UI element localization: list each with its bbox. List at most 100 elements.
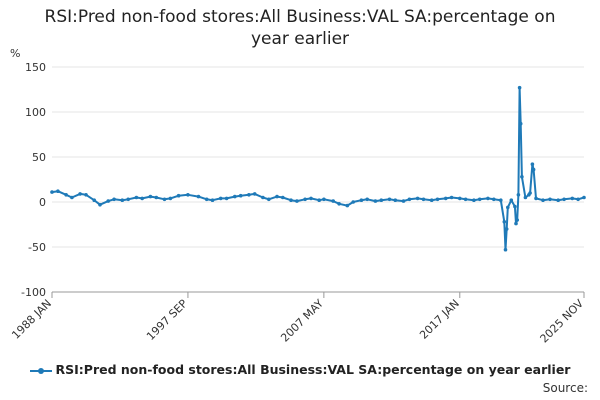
data-point[interactable] xyxy=(477,197,482,202)
data-point[interactable] xyxy=(247,193,251,197)
x-tick-label: 1988 JAN xyxy=(9,297,54,342)
data-point[interactable] xyxy=(168,196,173,201)
data-point[interactable] xyxy=(210,198,215,202)
data-point[interactable] xyxy=(534,196,538,201)
data-point[interactable] xyxy=(176,193,181,198)
data-point[interactable] xyxy=(513,204,517,209)
data-point[interactable] xyxy=(463,197,468,202)
y-tick-label: -50 xyxy=(28,241,46,254)
data-point[interactable] xyxy=(518,121,523,126)
data-point[interactable] xyxy=(556,198,560,202)
data-point[interactable] xyxy=(393,198,398,202)
data-point[interactable] xyxy=(345,203,350,208)
data-point[interactable] xyxy=(112,197,116,202)
data-point[interactable] xyxy=(449,195,454,200)
data-point[interactable] xyxy=(261,195,265,200)
data-point[interactable] xyxy=(486,196,490,201)
data-point[interactable] xyxy=(106,199,110,203)
data-point[interactable] xyxy=(509,198,514,202)
data-point[interactable] xyxy=(415,196,420,201)
data-point[interactable] xyxy=(373,199,378,203)
data-point[interactable] xyxy=(98,202,102,207)
data-point[interactable] xyxy=(134,195,139,200)
data-point[interactable] xyxy=(196,194,201,199)
data-point[interactable] xyxy=(275,194,279,199)
x-tick-label: 2025 NOV xyxy=(538,297,587,346)
data-point[interactable] xyxy=(120,198,125,202)
data-point[interactable] xyxy=(421,197,426,202)
data-point[interactable] xyxy=(252,192,257,196)
data-point[interactable] xyxy=(359,198,364,202)
data-point[interactable] xyxy=(186,193,190,197)
data-point[interactable] xyxy=(499,198,503,202)
data-point[interactable] xyxy=(514,221,518,226)
data-point[interactable] xyxy=(541,198,545,202)
source-label: Source: xyxy=(542,381,588,395)
data-point[interactable] xyxy=(458,196,462,201)
data-point[interactable] xyxy=(523,195,528,200)
data-point[interactable] xyxy=(515,218,519,222)
data-point[interactable] xyxy=(435,197,440,202)
data-point[interactable] xyxy=(407,197,412,202)
data-point[interactable] xyxy=(570,196,575,201)
y-tick-label: 0 xyxy=(39,196,46,209)
data-point[interactable] xyxy=(506,205,510,210)
data-point[interactable] xyxy=(64,193,68,197)
data-point[interactable] xyxy=(337,202,341,206)
data-point[interactable] xyxy=(331,199,336,203)
data-point[interactable] xyxy=(303,197,307,202)
data-point[interactable] xyxy=(317,198,322,202)
data-point[interactable] xyxy=(531,167,536,172)
data-point[interactable] xyxy=(530,162,535,166)
data-point[interactable] xyxy=(387,197,392,202)
data-point[interactable] xyxy=(322,197,326,202)
data-point[interactable] xyxy=(126,197,130,202)
data-point[interactable] xyxy=(224,196,229,201)
data-point[interactable] xyxy=(401,199,406,203)
data-point[interactable] xyxy=(218,196,223,201)
gridlines xyxy=(52,66,584,293)
data-point[interactable] xyxy=(84,193,88,197)
chart-title-line-2: year earlier xyxy=(250,29,350,49)
data-point[interactable] xyxy=(295,199,299,203)
data-point[interactable] xyxy=(528,191,532,195)
data-point[interactable] xyxy=(233,194,237,199)
data-point[interactable] xyxy=(379,198,384,202)
data-point[interactable] xyxy=(351,200,356,204)
data-point[interactable] xyxy=(517,85,522,90)
data-point[interactable] xyxy=(289,198,293,202)
data-point[interactable] xyxy=(238,193,243,198)
data-point[interactable] xyxy=(148,194,153,199)
data-point[interactable] xyxy=(92,198,96,202)
data-point[interactable] xyxy=(162,197,167,202)
data-point[interactable] xyxy=(472,198,476,202)
data-point[interactable] xyxy=(504,227,509,231)
data-point[interactable] xyxy=(50,190,54,194)
chart-title-line-1: RSI:Pred non-food stores:All Business:VA… xyxy=(44,7,556,27)
data-point[interactable] xyxy=(154,195,159,200)
data-point[interactable] xyxy=(267,197,271,202)
data-point[interactable] xyxy=(548,197,552,202)
data-point[interactable] xyxy=(70,195,74,200)
data-point[interactable] xyxy=(503,247,508,252)
legend-swatch xyxy=(29,367,52,375)
legend[interactable]: RSI:Pred non-food stores:All Business:VA… xyxy=(0,362,600,377)
data-point[interactable] xyxy=(562,197,566,202)
data-point[interactable] xyxy=(502,220,507,224)
data-point[interactable] xyxy=(281,195,285,200)
series-layer xyxy=(50,85,586,252)
data-point[interactable] xyxy=(140,196,144,201)
data-point[interactable] xyxy=(429,198,434,202)
data-point[interactable] xyxy=(56,189,60,193)
data-point[interactable] xyxy=(78,192,82,196)
data-point[interactable] xyxy=(520,175,524,179)
data-point[interactable] xyxy=(204,197,209,202)
data-point[interactable] xyxy=(582,195,586,200)
data-point[interactable] xyxy=(516,193,521,197)
data-point[interactable] xyxy=(576,197,580,202)
data-point[interactable] xyxy=(365,197,370,202)
data-point[interactable] xyxy=(443,196,448,201)
data-point[interactable] xyxy=(309,196,313,201)
data-point[interactable] xyxy=(492,197,496,202)
